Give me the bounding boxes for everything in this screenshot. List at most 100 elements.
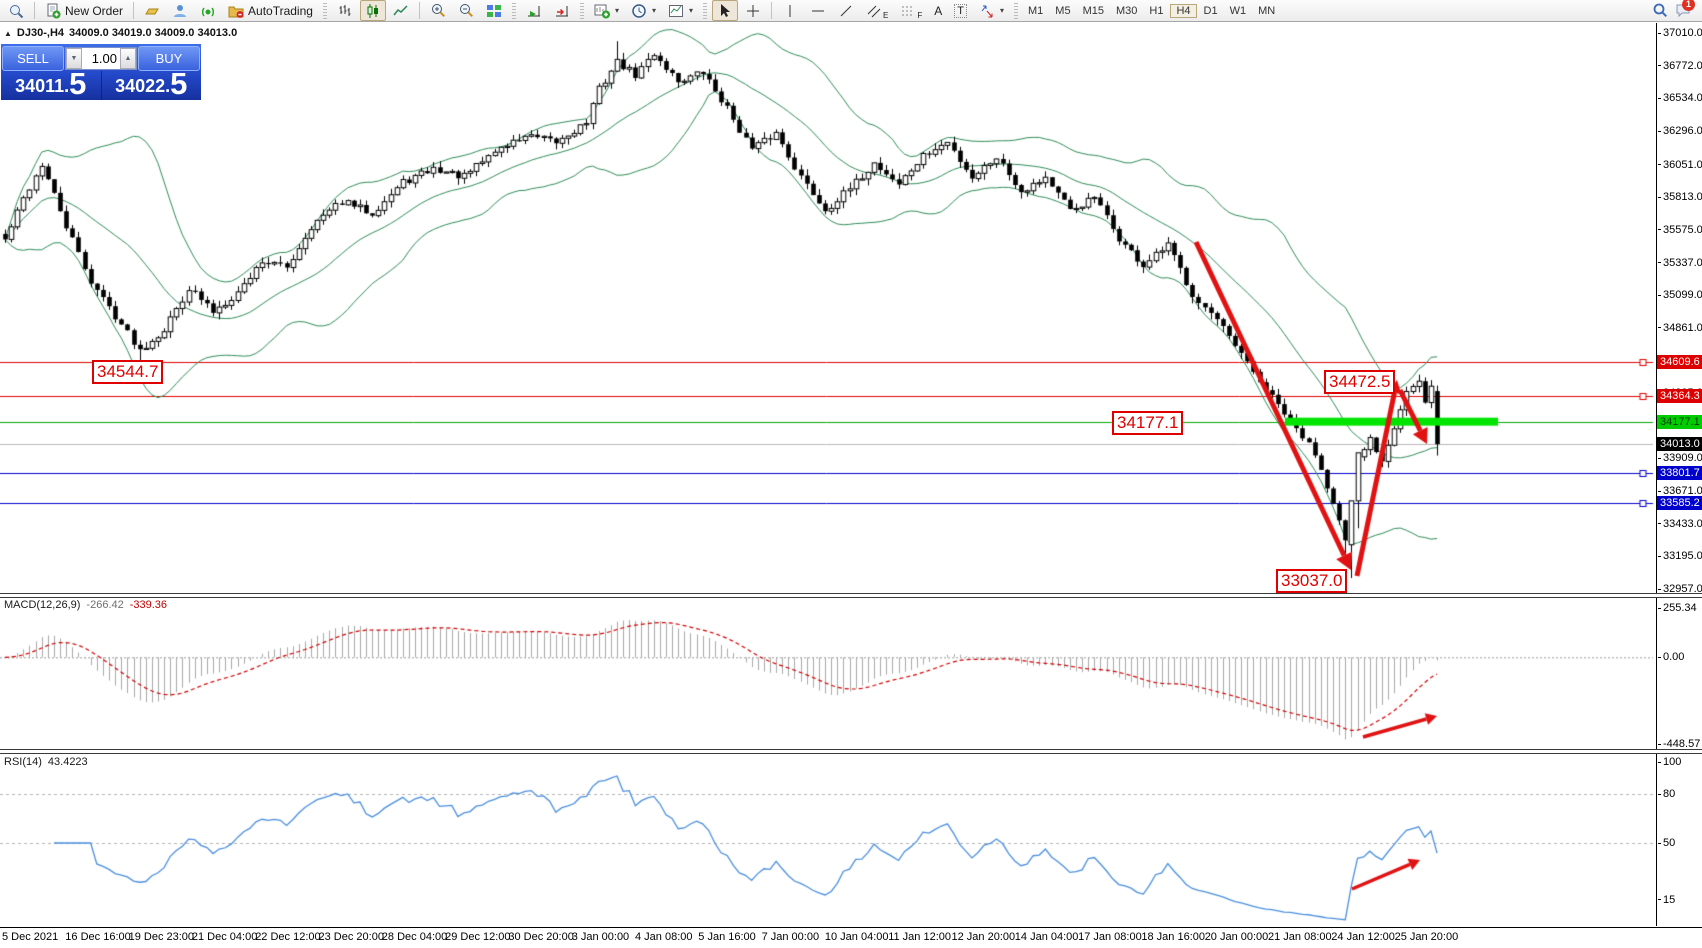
cursor-tool-button[interactable] [712, 0, 738, 21]
time-tick: 30 Dec 20:00 [508, 931, 574, 943]
rsi-value: 43.4223 [47, 756, 88, 768]
search-button[interactable] [1647, 0, 1673, 21]
macd-main-value: -266.42 [86, 599, 124, 611]
price-tick: 35337.0 [1658, 257, 1702, 269]
fibonacci-tool-button[interactable]: F [895, 0, 927, 21]
gold-button[interactable] [139, 0, 165, 21]
profile-button[interactable] [167, 0, 193, 21]
symbol-collapse-icon[interactable]: ▲ [4, 28, 12, 38]
timeframe-mn[interactable]: MN [1258, 4, 1276, 17]
time-tick: 4 Jan 08:00 [635, 931, 693, 943]
tile-windows-icon [486, 3, 502, 19]
new-chart-button[interactable]: ▾ [589, 0, 624, 21]
timeframe-m1[interactable]: M1 [1028, 4, 1044, 17]
price-callout[interactable]: 34544.7 [92, 360, 164, 384]
gold-bar-icon [144, 3, 160, 19]
time-axis[interactable]: 5 Dec 2021 16 Dec 16:00 19 Dec 23:00 21 Dec… [0, 927, 1702, 948]
macd-tick: 0.00 [1658, 651, 1684, 663]
chart-icon [8, 3, 24, 19]
arrows-tool-icon [979, 3, 995, 19]
trendline-tool-button[interactable] [833, 0, 859, 21]
timeframe-d1[interactable]: D1 [1203, 4, 1218, 17]
main-toolbar: New Order AutoTrading ▾ ▾ ▾ E F A [0, 0, 1702, 22]
macd-tick: -448.57 [1658, 738, 1700, 750]
crosshair-tool-button[interactable] [740, 0, 766, 21]
price-callout[interactable]: 34472.5 [1324, 370, 1396, 394]
buy-button[interactable]: BUY [138, 45, 200, 71]
line-chart-button[interactable] [388, 0, 414, 21]
volume-increase-button[interactable]: ▲ [120, 47, 136, 69]
candlestick-chart-button[interactable] [359, 0, 386, 21]
macd-tick: 255.34 [1658, 602, 1697, 614]
symbol-title: DJ30-,H4 [16, 27, 64, 39]
text-tool-button[interactable]: A [929, 0, 947, 21]
text-tool-icon: A [934, 3, 943, 18]
time-tick: 25 Jan 20:00 [1394, 931, 1459, 943]
charts-button[interactable] [3, 0, 29, 21]
time-tick: 19 Dec 23:00 [128, 931, 195, 943]
auto-scroll-icon [526, 3, 542, 19]
zoom-in-button[interactable] [425, 0, 451, 21]
time-tick: 7 Jan 00:00 [761, 931, 820, 943]
price-callout[interactable]: 33037.0 [1276, 569, 1348, 593]
time-tick: 10 Jan 04:00 [824, 931, 889, 943]
rsi-label: RSI(14) 43.4223 [4, 756, 88, 768]
periods-button[interactable]: ▾ [626, 0, 661, 21]
pane-separator-rsi[interactable] [0, 749, 1702, 754]
fibonacci-icon [900, 3, 916, 19]
trendline-icon [838, 3, 854, 19]
bar-chart-button[interactable] [332, 0, 358, 21]
sell-price-pip: 5 [69, 66, 87, 101]
timeframe-m30[interactable]: M30 [1115, 4, 1138, 17]
candlestick-chart-icon [365, 3, 381, 19]
macd-label: MACD(12,26,9) -266.42 -339.36 [4, 599, 167, 611]
timeframe-m5[interactable]: M5 [1055, 4, 1071, 17]
price-tick: 35813.0 [1658, 191, 1702, 203]
time-tick: 14 Jan 04:00 [1014, 931, 1079, 943]
template-icon [668, 3, 684, 19]
timeframe-w1[interactable]: W1 [1229, 4, 1247, 17]
tile-windows-button[interactable] [481, 0, 507, 21]
rsi-tick: 100 [1658, 756, 1681, 768]
vertical-line-tool-button[interactable] [777, 0, 803, 21]
zoom-out-button[interactable] [453, 0, 479, 21]
timeframe-h1[interactable]: H1 [1149, 4, 1164, 17]
volume-input[interactable]: 1.00 [91, 50, 117, 66]
arrows-tool-button[interactable]: ▾ [974, 0, 1009, 21]
timeframe-m15[interactable]: M15 [1082, 4, 1104, 17]
price-line-badge: 33585.2 [1657, 495, 1702, 510]
label-tool-button[interactable]: T [949, 0, 972, 21]
channel-tool-button[interactable]: E [861, 0, 893, 21]
chart-shift-button[interactable] [549, 0, 575, 21]
bar-chart-icon [337, 3, 353, 19]
macd-name: MACD(12,26,9) [4, 599, 81, 611]
price-tick: 35099.0 [1658, 289, 1702, 301]
autotrading-button[interactable]: AutoTrading [223, 0, 318, 21]
buy-price[interactable]: 34022. 5 [100, 68, 202, 100]
pane-separator-macd[interactable] [0, 593, 1702, 598]
timeframe-h4[interactable]: H4 [1170, 3, 1197, 18]
symbol-ohlc: 34009.0 34019.0 34009.0 34013.0 [69, 27, 238, 39]
time-tick: 3 Jan 00:00 [571, 931, 630, 943]
price-callout[interactable]: 34177.1 [1112, 411, 1184, 435]
new-order-button[interactable]: New Order [40, 0, 128, 21]
signals-button[interactable] [195, 0, 221, 21]
notifications-button[interactable]: 1 [1675, 0, 1695, 20]
price-scale[interactable]: 37010.0 36772.0 36534.0 36296.0 36051.0 35813… [1656, 23, 1702, 926]
notification-badge: 1 [1682, 0, 1695, 11]
volume-decrease-button[interactable]: ▼ [66, 47, 82, 69]
auto-scroll-button[interactable] [521, 0, 547, 21]
rsi-name: RSI(14) [4, 756, 42, 768]
price-tick: 37010.0 [1658, 27, 1702, 39]
search-icon [1652, 3, 1668, 19]
price-tick: 36772.0 [1658, 60, 1702, 72]
sell-button[interactable]: SELL [2, 45, 64, 71]
horizontal-line-tool-button[interactable] [805, 0, 831, 21]
time-tick: 22 Dec 12:00 [255, 931, 321, 943]
price-tick: 35575.0 [1658, 224, 1702, 236]
price-line-badge: 34013.0 [1657, 437, 1702, 452]
price-line-badge: 34609.6 [1657, 355, 1702, 370]
templates-button[interactable]: ▾ [663, 0, 698, 21]
sell-price[interactable]: 34011. 5 [1, 66, 101, 101]
